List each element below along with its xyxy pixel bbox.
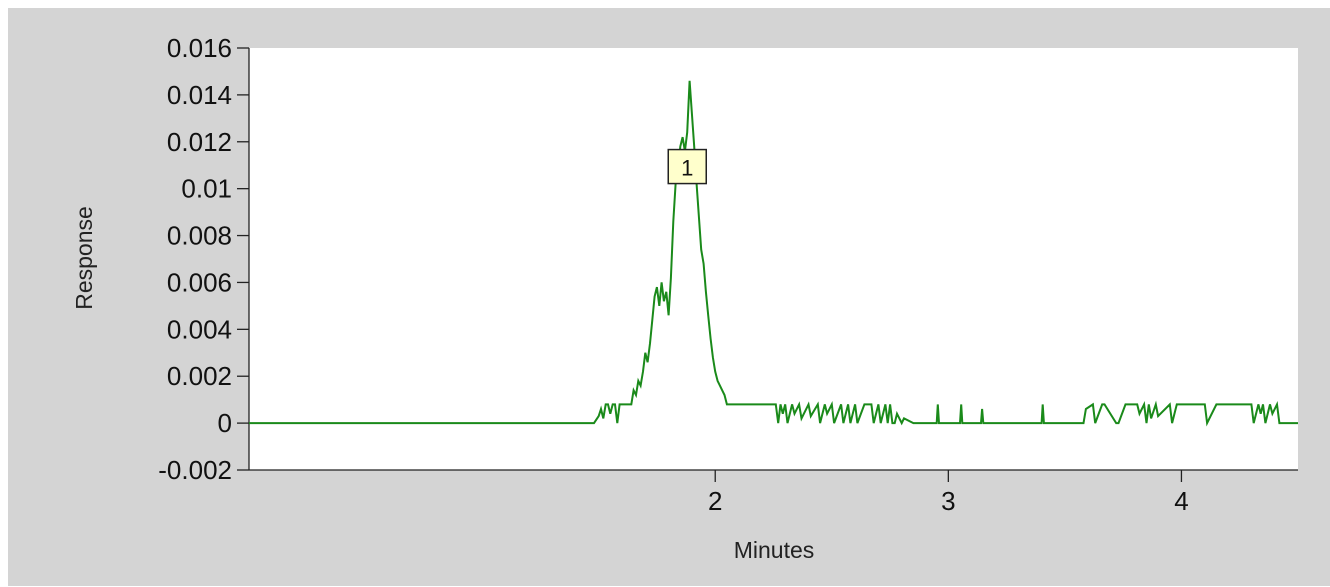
plot-area — [249, 48, 1298, 470]
y-tick-label: 0.014 — [167, 80, 232, 110]
y-tick-label: 0.002 — [167, 361, 232, 391]
annotation-layer: 1 — [667, 148, 707, 185]
y-tick-label: 0.012 — [167, 127, 232, 157]
y-tick-label: 0.006 — [167, 267, 232, 297]
peak-label: 1 — [667, 148, 707, 185]
peak-label-text: 1 — [681, 156, 693, 181]
peak-label-box — [667, 148, 707, 185]
x-tick-label: 4 — [1174, 486, 1188, 516]
y-axis-title: Response — [71, 206, 97, 310]
y-tick-label: 0 — [218, 408, 232, 438]
y-tick-label: 0.016 — [167, 33, 232, 63]
y-tick-label: 0.008 — [167, 221, 232, 251]
y-axis: -0.002 0 0.002 0.004 0.006 0.008 0.01 0.012 0.01… — [158, 33, 250, 485]
series-layer — [249, 80, 1298, 427]
y-tick-label: 0.004 — [167, 314, 232, 344]
series-line — [249, 80, 1298, 427]
x-tick-label: 2 — [708, 486, 722, 516]
x-axis: 2 3 4 — [249, 469, 1298, 516]
y-tick-label: 0.01 — [181, 174, 232, 204]
x-axis-title: Minutes — [734, 537, 815, 563]
x-tick-label: 3 — [941, 486, 955, 516]
y-tick-label: -0.002 — [158, 455, 232, 485]
